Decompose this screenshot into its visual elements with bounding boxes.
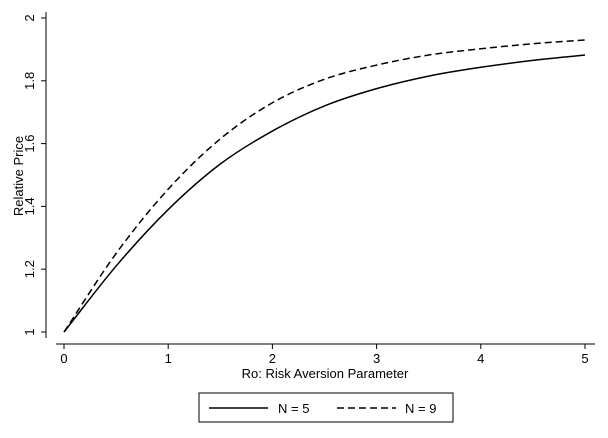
y-tick-label: 2 [22,14,37,21]
legend: N = 5 N = 9 [198,392,454,423]
x-tick-label: 3 [373,351,380,366]
y-axis: 1 1.2 1.4 1.6 1.8 2 [22,12,47,338]
y-tick-label: 1.8 [22,72,37,90]
series-line-n5 [63,54,586,333]
x-tick-label: 4 [477,351,484,366]
x-tick-label: 1 [165,351,172,366]
y-tick-label: 1.6 [22,135,37,153]
y-tick-label: 1 [22,328,37,335]
x-tick-label: 5 [581,351,588,366]
series-line-n9 [63,39,586,333]
x-axis-title: Ro: Risk Aversion Parameter [242,366,409,381]
x-tick-label: 2 [269,351,276,366]
x-tick-label: 0 [60,351,67,366]
legend-label-n5: N = 5 [278,401,309,416]
x-axis: 0 1 2 3 4 5 [56,343,595,366]
y-tick-label: 1.4 [22,197,37,215]
legend-label-n9: N = 9 [405,401,436,416]
y-axis-title: Relative Price [11,136,26,216]
y-tick-label: 1.2 [22,260,37,278]
series-layer [63,39,586,333]
plot-area [46,8,598,344]
